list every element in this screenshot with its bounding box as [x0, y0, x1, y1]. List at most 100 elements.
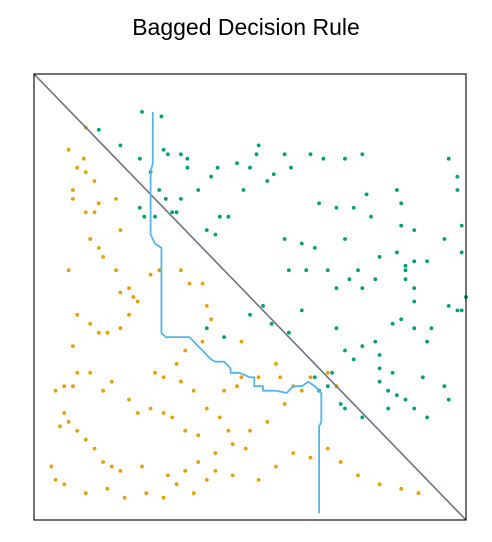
class-a-point — [215, 165, 220, 170]
class-b-point — [213, 469, 218, 473]
class-a-point — [412, 286, 417, 290]
class-b-point — [49, 464, 54, 469]
class-a-point — [166, 152, 170, 157]
class-b-point — [135, 299, 140, 304]
class-b-point — [170, 415, 175, 420]
class-a-point — [256, 143, 261, 148]
class-a-point — [377, 353, 382, 357]
class-b-point — [191, 388, 196, 393]
class-b-point — [183, 469, 188, 473]
class-b-point — [105, 330, 110, 335]
class-a-point — [204, 228, 209, 233]
class-b-point — [88, 321, 93, 326]
class-b-point — [179, 379, 183, 384]
class-a-point — [412, 228, 417, 233]
class-a-point — [399, 317, 404, 322]
class-b-point — [174, 362, 179, 366]
class-b-point — [325, 446, 330, 451]
class-a-point — [446, 304, 451, 308]
class-b-point — [222, 388, 227, 393]
class-a-point — [459, 223, 464, 228]
class-a-point — [446, 397, 451, 402]
class-a-point — [429, 326, 434, 331]
class-a-point — [137, 156, 142, 161]
class-a-point — [265, 179, 270, 183]
class-b-point — [248, 428, 252, 433]
class-a-point — [254, 152, 259, 157]
class-b-point — [226, 428, 231, 433]
class-a-point — [412, 406, 417, 411]
class-a-point — [364, 192, 369, 197]
class-a-point — [412, 259, 417, 264]
class-a-point — [209, 174, 214, 179]
class-a-point — [377, 366, 382, 371]
class-b-point — [66, 420, 71, 424]
class-b-point — [282, 402, 287, 406]
class-a-point — [222, 335, 227, 339]
class-b-point — [71, 384, 75, 389]
class-a-point — [442, 237, 447, 241]
class-b-point — [183, 348, 188, 353]
class-a-point — [299, 308, 304, 313]
class-a-point — [174, 210, 179, 215]
class-b-point — [83, 210, 88, 215]
class-b-point — [122, 495, 127, 500]
class-a-point — [351, 357, 356, 362]
class-b-point — [62, 411, 67, 415]
class-b-point — [62, 384, 67, 389]
class-b-point — [71, 344, 75, 348]
class-a-point — [403, 277, 408, 282]
class-a-point — [395, 188, 399, 192]
class-a-point — [459, 250, 464, 255]
class-b-point — [96, 330, 101, 335]
class-b-point — [88, 370, 93, 375]
class-b-point — [75, 312, 80, 317]
class-a-point — [325, 384, 330, 389]
class-a-point — [403, 263, 408, 268]
class-b-point — [235, 384, 239, 389]
class-b-point — [96, 201, 101, 206]
class-a-point — [217, 214, 222, 219]
class-a-point — [289, 165, 293, 170]
class-a-point — [170, 210, 175, 215]
class-b-point — [196, 460, 201, 464]
class-a-point — [137, 205, 142, 210]
class-b-point — [144, 491, 149, 496]
class-a-point — [304, 268, 309, 273]
class-b-point — [75, 370, 80, 375]
class-b-point — [179, 268, 183, 273]
class-b-point — [118, 326, 123, 331]
class-b-point — [53, 478, 58, 482]
class-b-point — [204, 478, 209, 482]
class-a-point — [425, 259, 429, 264]
class-b-point — [204, 304, 209, 308]
class-b-point — [114, 268, 118, 273]
class-a-point — [360, 344, 365, 348]
class-b-point — [81, 156, 86, 161]
class-a-point — [386, 406, 391, 411]
class-b-point — [127, 312, 131, 317]
class-a-point — [317, 201, 321, 206]
class-a-point — [373, 339, 378, 344]
class-a-point — [334, 205, 339, 210]
class-b-point — [96, 246, 101, 250]
class-a-point — [343, 237, 347, 241]
class-a-point — [96, 127, 101, 132]
class-a-point — [459, 308, 464, 313]
class-a-point — [425, 339, 429, 344]
class-b-point — [153, 370, 157, 375]
class-a-point — [334, 286, 339, 290]
class-b-point — [187, 281, 192, 286]
class-a-point — [241, 188, 246, 192]
class-b-point — [325, 370, 330, 375]
class-a-point — [226, 214, 231, 219]
class-a-point — [248, 312, 252, 317]
class-b-point — [66, 268, 71, 273]
class-b-point — [399, 486, 404, 491]
class-b-point — [101, 460, 105, 464]
class-a-point — [343, 406, 347, 411]
class-a-point — [455, 188, 460, 192]
class-a-point — [403, 268, 408, 273]
class-a-point — [140, 110, 144, 114]
